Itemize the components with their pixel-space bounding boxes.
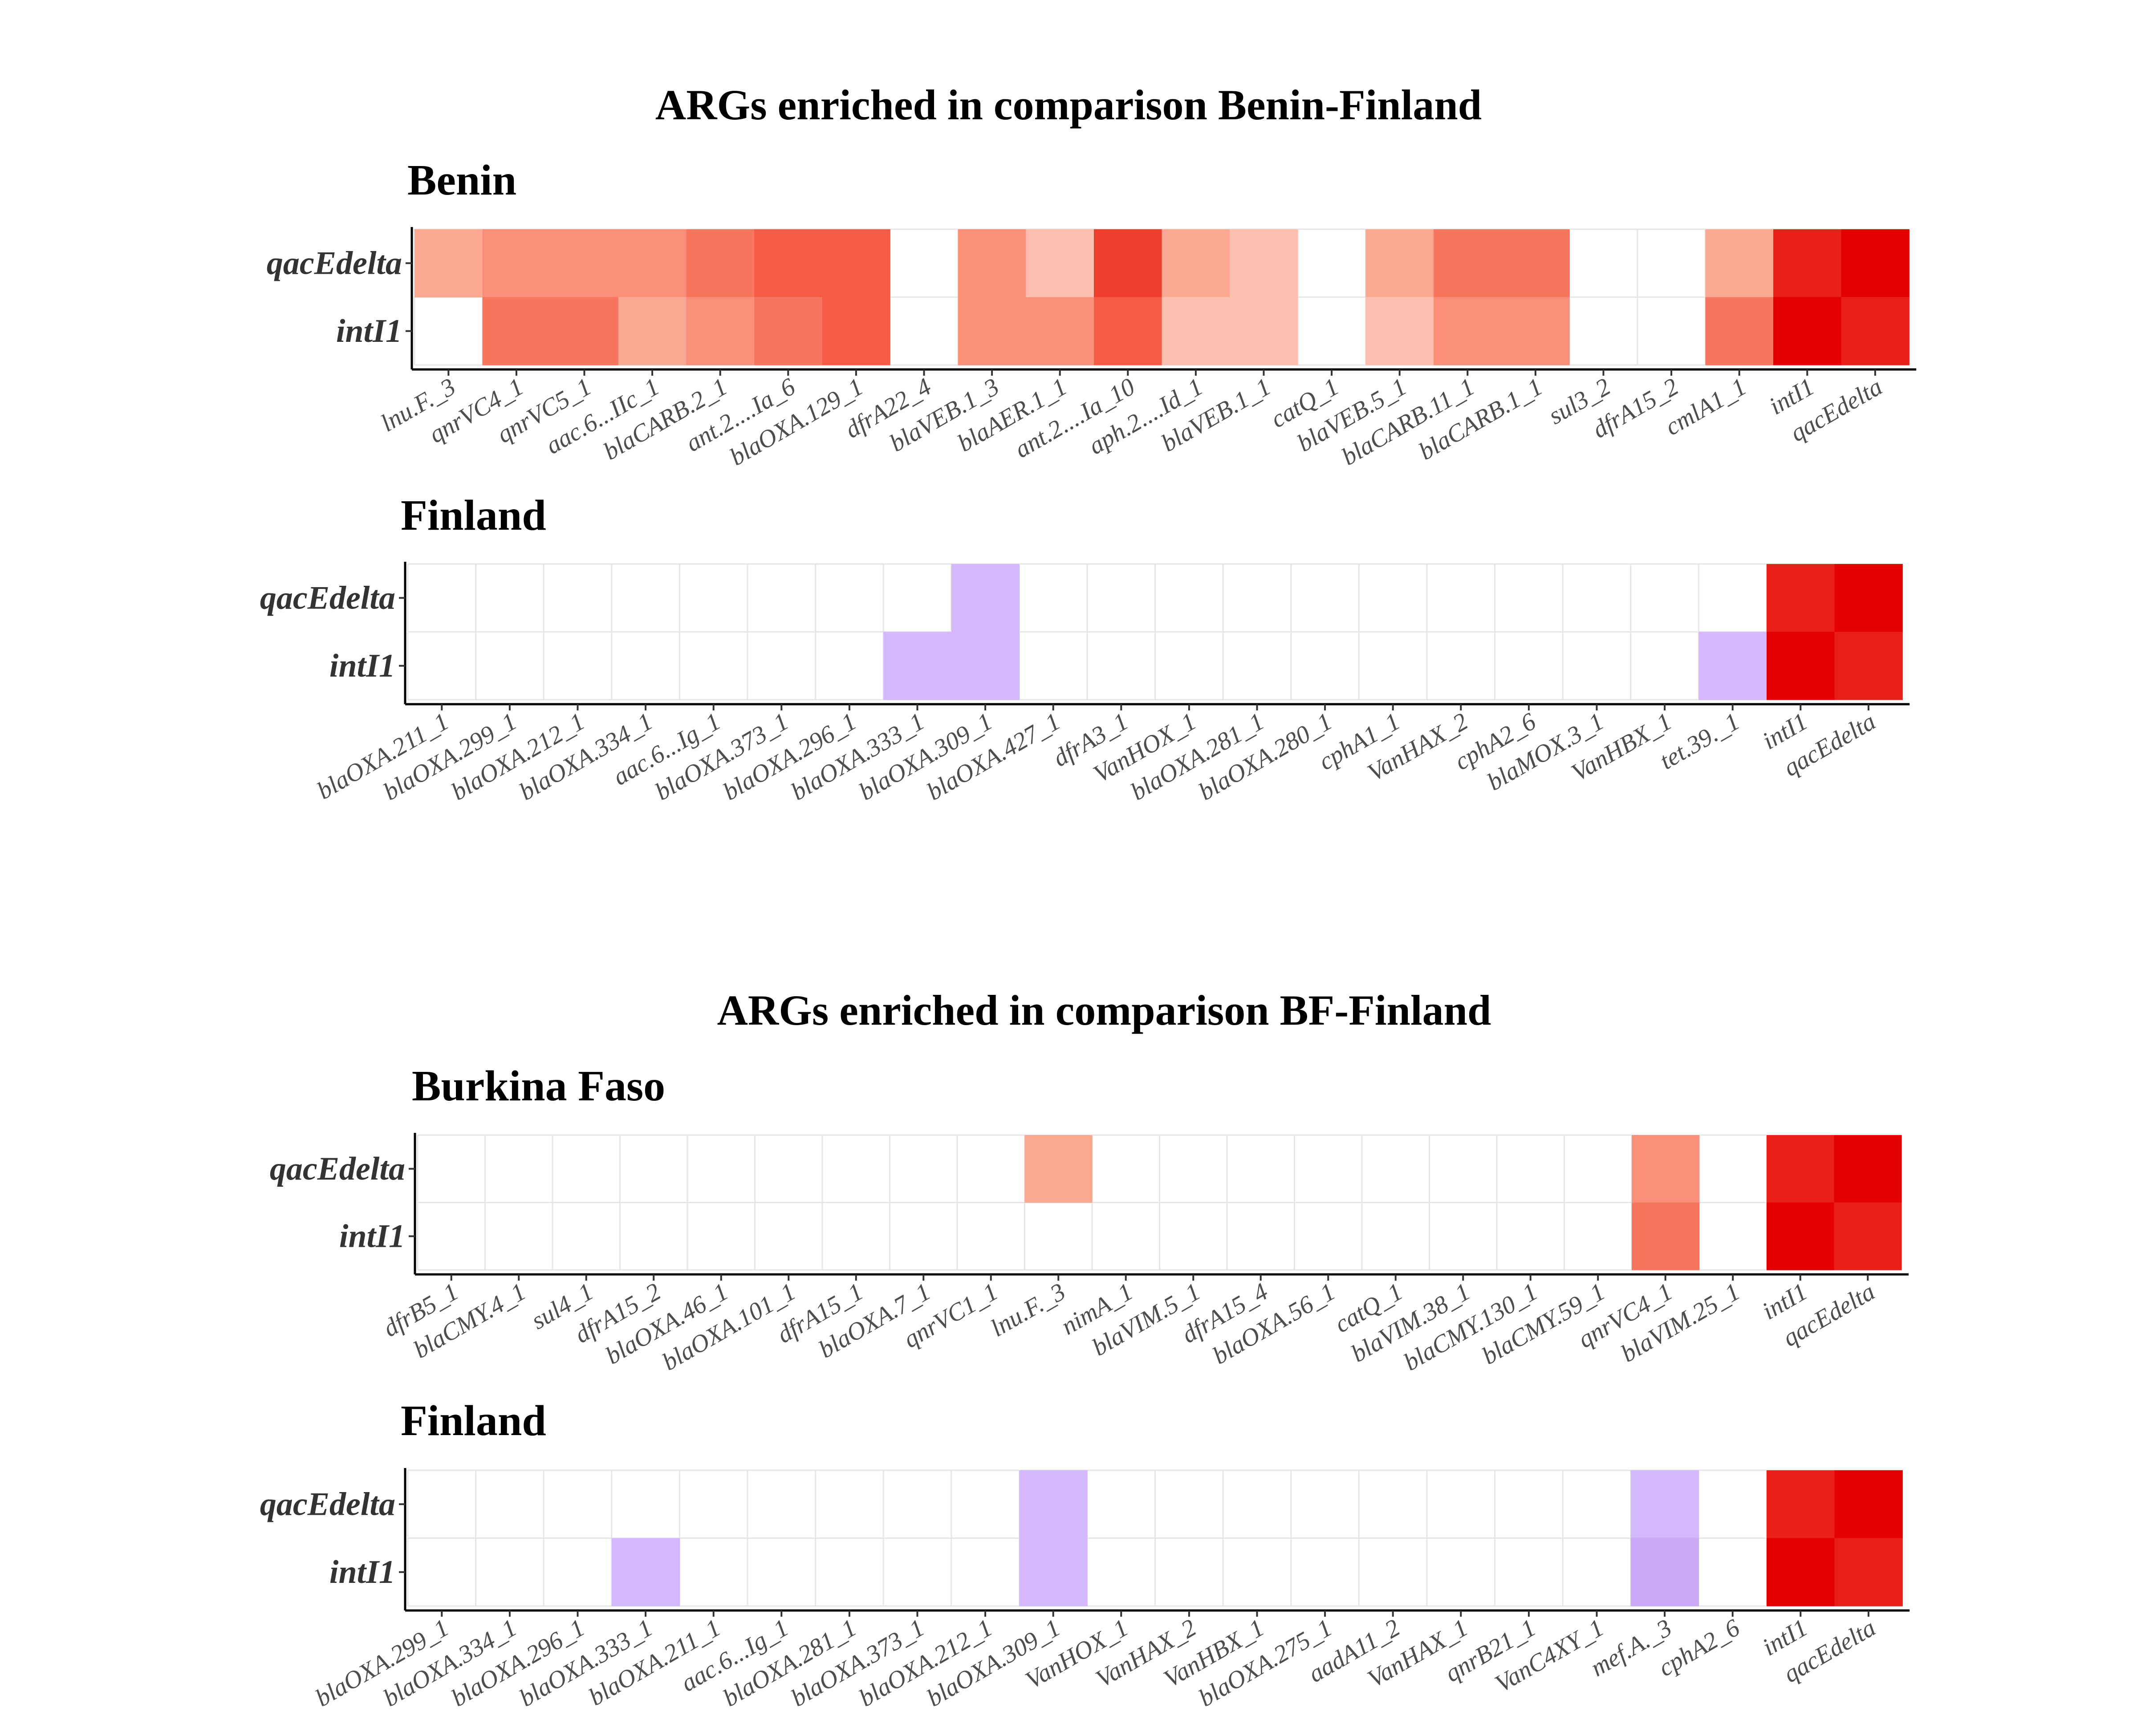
heatmap-tile bbox=[1019, 1470, 1088, 1539]
heatmap-tile bbox=[618, 297, 687, 365]
y-tick-label: qacEdelta bbox=[260, 580, 395, 616]
heatmap-tile bbox=[482, 229, 551, 298]
heatmap-tile bbox=[1026, 229, 1094, 298]
heatmap-tile bbox=[951, 564, 1020, 633]
y-tick-label: intI1 bbox=[336, 313, 402, 349]
panel-subtitle: Finland bbox=[401, 1397, 546, 1445]
heatmap-tile bbox=[550, 229, 619, 298]
heatmap-panel-1: ARGs enriched in comparison Benin-Finlan… bbox=[267, 81, 1917, 471]
heatmap-tile bbox=[1767, 1202, 1835, 1270]
heatmap-tile bbox=[1024, 1135, 1093, 1203]
heatmap-tile bbox=[1767, 632, 1835, 700]
heatmap-panel-3: ARGs enriched in comparison BF-Finland Bu… bbox=[270, 986, 1909, 1376]
y-tick-label: qacEdelta bbox=[260, 1486, 395, 1522]
heatmap-tile bbox=[1767, 1470, 1835, 1539]
heatmap-tile bbox=[883, 632, 952, 700]
heatmap-tile bbox=[1773, 297, 1842, 365]
y-tick-label: intI1 bbox=[329, 1554, 395, 1590]
heatmap-tile bbox=[1834, 632, 1903, 700]
heatmap-tile bbox=[1501, 297, 1570, 365]
heatmap-panel-2: FinlandqacEdeltaintI1blaOXA.211_1blaOXA.… bbox=[260, 491, 1910, 806]
heatmap-tile bbox=[1767, 1538, 1835, 1606]
heatmap-tile bbox=[1632, 1202, 1700, 1270]
heatmap-tile bbox=[958, 297, 1026, 365]
heatmap-tile bbox=[1767, 1135, 1835, 1203]
panel-subtitle: Burkina Faso bbox=[412, 1062, 665, 1110]
heatmap-tile bbox=[1834, 1202, 1902, 1270]
heatmap-tile bbox=[1019, 1538, 1088, 1606]
heatmap-tile bbox=[1230, 297, 1298, 365]
heatmap-tile bbox=[1630, 1470, 1699, 1539]
chart-title: ARGs enriched in comparison BF-Finland bbox=[717, 986, 1491, 1034]
heatmap-tile bbox=[754, 229, 823, 298]
heatmap-tile bbox=[686, 229, 755, 298]
heatmap-tile bbox=[1026, 297, 1094, 365]
heatmap-tile bbox=[482, 297, 551, 365]
heatmap-tile bbox=[1698, 632, 1767, 700]
x-tick-label: lnu.F._3 bbox=[986, 1278, 1070, 1343]
heatmap-tile bbox=[754, 297, 823, 365]
y-tick-label: intI1 bbox=[329, 648, 395, 684]
heatmap-tile bbox=[951, 632, 1020, 700]
y-tick-label: qacEdelta bbox=[267, 245, 402, 281]
heatmap-tile bbox=[1434, 229, 1502, 298]
heatmap-tile bbox=[1705, 297, 1774, 365]
heatmap-tile bbox=[1834, 1470, 1903, 1539]
panel-subtitle: Benin bbox=[407, 156, 516, 204]
heatmap-tile bbox=[618, 229, 687, 298]
heatmap-tile bbox=[686, 297, 755, 365]
heatmap-tile bbox=[958, 229, 1026, 298]
heatmap-tile bbox=[1162, 297, 1230, 365]
heatmap-tile bbox=[1501, 229, 1570, 298]
heatmap-tile bbox=[1834, 1538, 1903, 1606]
heatmap-tile bbox=[1434, 297, 1502, 365]
heatmap-tile bbox=[1841, 297, 1909, 365]
heatmap-tile bbox=[1773, 229, 1842, 298]
y-tick-label: qacEdelta bbox=[270, 1151, 405, 1187]
heatmap-tile bbox=[1365, 297, 1434, 365]
heatmap-tile bbox=[1841, 229, 1909, 298]
y-tick-label: intI1 bbox=[339, 1218, 405, 1254]
heatmap-panel-4: FinlandqacEdeltaintI1blaOXA.299_1blaOXA.… bbox=[260, 1397, 1910, 1712]
heatmap-tile bbox=[550, 297, 619, 365]
chart-title: ARGs enriched in comparison Benin-Finlan… bbox=[655, 81, 1482, 129]
heatmap-tile bbox=[822, 297, 890, 365]
heatmap-tile bbox=[1705, 229, 1774, 298]
heatmap-tile bbox=[1630, 1538, 1699, 1606]
heatmap-tile bbox=[822, 229, 890, 298]
heatmap-tile bbox=[1094, 297, 1162, 365]
heatmap-tile bbox=[1834, 1135, 1902, 1203]
heatmap-tile bbox=[1767, 564, 1835, 633]
heatmap-tile bbox=[1094, 229, 1162, 298]
heatmap-tile bbox=[1230, 229, 1298, 298]
heatmap-tile bbox=[1834, 564, 1903, 633]
heatmap-tile bbox=[611, 1538, 680, 1606]
panel-subtitle: Finland bbox=[401, 491, 546, 539]
heatmap-tile bbox=[414, 229, 483, 298]
heatmap-tile bbox=[1632, 1135, 1700, 1203]
heatmap-tile bbox=[1365, 229, 1434, 298]
heatmap-tile bbox=[1162, 229, 1230, 298]
